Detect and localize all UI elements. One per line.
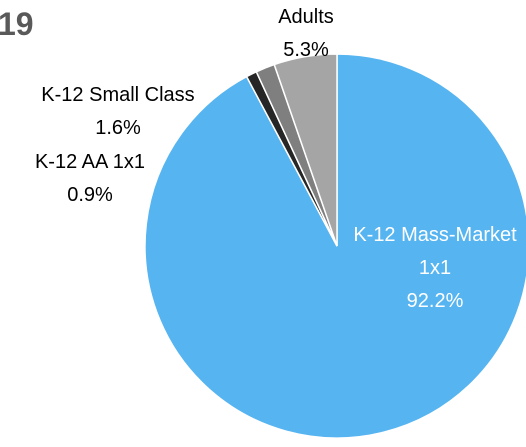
slice-value-label: 0.9% (67, 184, 113, 206)
slice-label: K-12 Small Class (41, 84, 195, 106)
slice-label: K-12 Mass-Market 1x1 (353, 224, 517, 279)
slice-value-label: 92.2% (406, 290, 464, 312)
slice-label: K-12 AA 1x1 (34, 151, 146, 173)
pie-slice (144, 53, 526, 439)
pie-slice (273, 53, 338, 247)
chart-title: 19 (0, 6, 34, 42)
slice-value-label: 5.3% (283, 39, 329, 61)
slice-value-label: 1.6% (95, 117, 141, 139)
slice-label: Adults (278, 6, 334, 28)
